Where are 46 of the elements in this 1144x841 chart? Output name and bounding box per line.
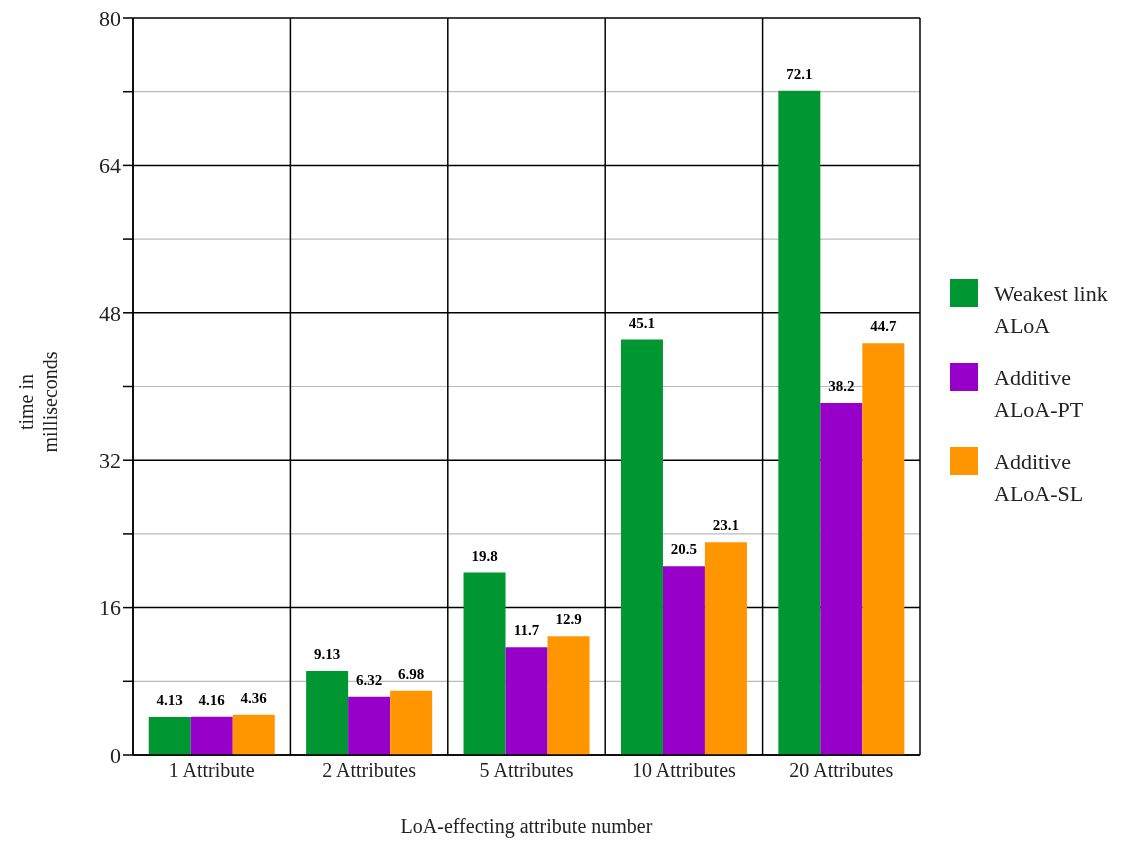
data-label: 19.8 <box>471 547 498 564</box>
x-tick-label: 10 Attributes <box>631 759 737 782</box>
x-tick-label: 2 Attributes <box>322 759 417 782</box>
bar <box>463 572 506 755</box>
x-tick-label: 1 Attribute <box>168 759 255 782</box>
bar <box>505 647 548 755</box>
data-label: 4.13 <box>156 691 183 708</box>
bar <box>390 690 433 755</box>
data-label: 4.36 <box>240 689 268 706</box>
bar <box>620 339 663 755</box>
data-label: 6.98 <box>398 665 425 682</box>
data-label: 45.1 <box>628 314 656 331</box>
data-label: 12.9 <box>555 611 582 628</box>
y-tick-label: 80 <box>99 5 121 31</box>
data-label: 23.1 <box>712 517 740 534</box>
y-tick-label: 16 <box>99 595 121 621</box>
data-label: 11.7 <box>513 622 540 639</box>
data-label: 38.2 <box>828 378 855 395</box>
y-tick-label: 64 <box>99 153 121 179</box>
bar <box>862 343 905 755</box>
y-tick-label: 48 <box>99 300 121 326</box>
bar <box>704 542 747 755</box>
y-axis-title: time in milliseconds <box>14 350 62 455</box>
bar <box>348 696 391 755</box>
bar <box>232 714 275 755</box>
bar <box>306 670 349 755</box>
legend-label: Additive ALoA-SL <box>994 448 1085 508</box>
bar <box>820 403 863 755</box>
bar <box>190 716 233 755</box>
x-axis-title: LoA-effecting attribute number <box>400 815 653 838</box>
x-tick-label: 5 Attributes <box>479 759 574 782</box>
bar <box>778 90 821 755</box>
data-label: 72.1 <box>786 65 813 82</box>
legend-label: Weakest link ALoA <box>994 280 1109 340</box>
y-tick-label: 32 <box>99 448 121 474</box>
data-label: 9.13 <box>314 645 341 662</box>
data-label: 44.7 <box>870 318 897 335</box>
data-label: 20.5 <box>670 541 698 558</box>
data-label: 4.16 <box>198 691 226 708</box>
y-tick-label: 0 <box>110 742 121 768</box>
x-tick-label: 20 Attributes <box>789 759 894 782</box>
bar <box>547 636 590 755</box>
bar <box>662 566 705 755</box>
data-label: 6.32 <box>356 671 383 688</box>
legend-label: Additive ALoA-PT <box>994 364 1085 424</box>
bar <box>148 716 191 755</box>
